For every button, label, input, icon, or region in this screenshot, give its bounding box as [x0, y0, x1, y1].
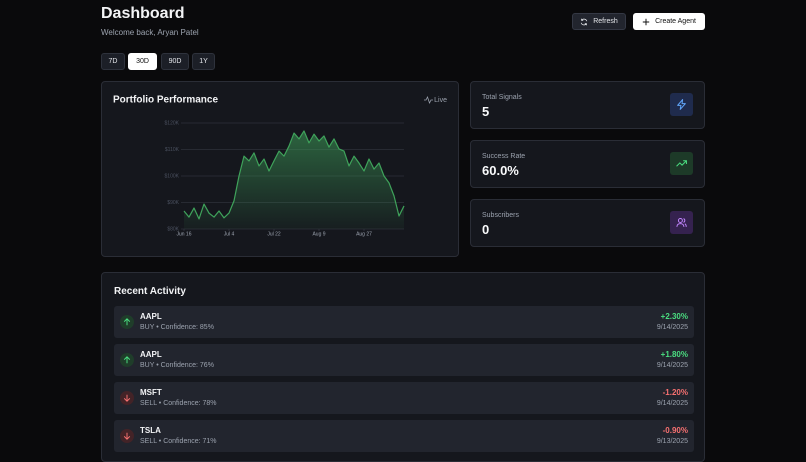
chart-title: Portfolio Performance [113, 95, 218, 106]
range-tab[interactable]: 1Y [192, 53, 215, 70]
stat-label: Success Rate [482, 153, 526, 160]
x-tick-label: Aug 27 [356, 231, 372, 237]
down-icon [120, 391, 134, 405]
symbol: AAPL [140, 312, 162, 321]
y-tick-label: $110K [165, 147, 180, 153]
button-label: Refresh [593, 18, 618, 25]
date: 9/14/2025 [656, 400, 688, 407]
stat-value: 5 [482, 104, 490, 119]
x-tick-label: Jun 16 [176, 231, 191, 237]
area-fill [184, 130, 404, 229]
stat-value: 60.0% [482, 163, 519, 178]
y-tick-label: $120K [165, 120, 180, 126]
refresh-icon [581, 18, 588, 25]
up-icon [120, 315, 134, 329]
x-tick-label: Aug 9 [312, 231, 325, 237]
symbol: MSFT [140, 388, 162, 397]
detail: BUY • Confidence: 85% [140, 324, 214, 331]
activity-row[interactable]: AAPL BUY • Confidence: 85% +2.30% 9/14/2… [114, 306, 694, 338]
range-tab[interactable]: 7D [101, 53, 125, 70]
x-tick-label: Jul 4 [224, 231, 235, 237]
live-icon [424, 95, 433, 105]
change: +1.80% [660, 350, 688, 359]
page-title: Dashboard [101, 5, 185, 22]
refresh-button[interactable]: Refresh [572, 13, 626, 30]
detail: SELL • Confidence: 71% [140, 438, 217, 445]
stat-icon [670, 93, 693, 116]
x-tick-label: Jul 22 [267, 231, 281, 237]
activity-row[interactable]: MSFT SELL • Confidence: 78% -1.20% 9/14/… [114, 382, 694, 414]
portfolio-card: Portfolio Performance Live $80K $90K $100K… [101, 81, 459, 257]
welcome-text: Welcome back, Aryan Patel [101, 28, 199, 37]
plus-icon [642, 18, 650, 25]
stat-card: Total Signals 5 [470, 81, 705, 129]
down-icon [120, 429, 134, 443]
y-tick-label: $80K [167, 226, 179, 232]
up-icon [120, 353, 134, 367]
create-agent-button[interactable]: Create Agent [633, 13, 705, 30]
stat-icon [670, 152, 693, 175]
stat-card: Subscribers 0 [470, 199, 705, 247]
date: 9/14/2025 [656, 362, 688, 369]
activity-title: Recent Activity [114, 286, 186, 297]
page: {"header": {"title": "Dashboard", "subti… [101, 5, 705, 462]
activity-row[interactable]: TSLA SELL • Confidence: 71% -0.90% 9/13/… [114, 420, 694, 452]
range-tab[interactable]: 30D [128, 53, 157, 70]
activity-row[interactable]: AAPL BUY • Confidence: 76% +1.80% 9/14/2… [114, 344, 694, 376]
stat-icon [670, 211, 693, 234]
button-label: Create Agent [655, 18, 696, 25]
live-badge: Live [434, 97, 447, 104]
date: 9/13/2025 [656, 438, 688, 445]
line [183, 130, 405, 220]
activity-card: Recent Activity AAPL BUY • Confidence: 8… [101, 272, 705, 462]
detail: SELL • Confidence: 78% [140, 400, 217, 407]
range-tab[interactable]: 90D [161, 53, 189, 70]
symbol: TSLA [140, 426, 161, 435]
change: -0.90% [662, 426, 688, 435]
detail: BUY • Confidence: 76% [140, 362, 214, 369]
change: +2.30% [660, 312, 688, 321]
chart: Portfolio Performance Live $80K $90K $100K… [113, 95, 447, 238]
stat-label: Subscribers [482, 212, 519, 219]
stat-card: Success Rate 60.0% [470, 140, 705, 188]
symbol: AAPL [140, 350, 162, 359]
stat-value: 0 [482, 222, 490, 237]
stat-label: Total Signals [482, 94, 522, 101]
date: 9/14/2025 [656, 324, 688, 331]
change: -1.20% [662, 388, 688, 397]
y-tick-label: $100K [165, 173, 180, 179]
y-tick-label: $90K [167, 200, 179, 206]
